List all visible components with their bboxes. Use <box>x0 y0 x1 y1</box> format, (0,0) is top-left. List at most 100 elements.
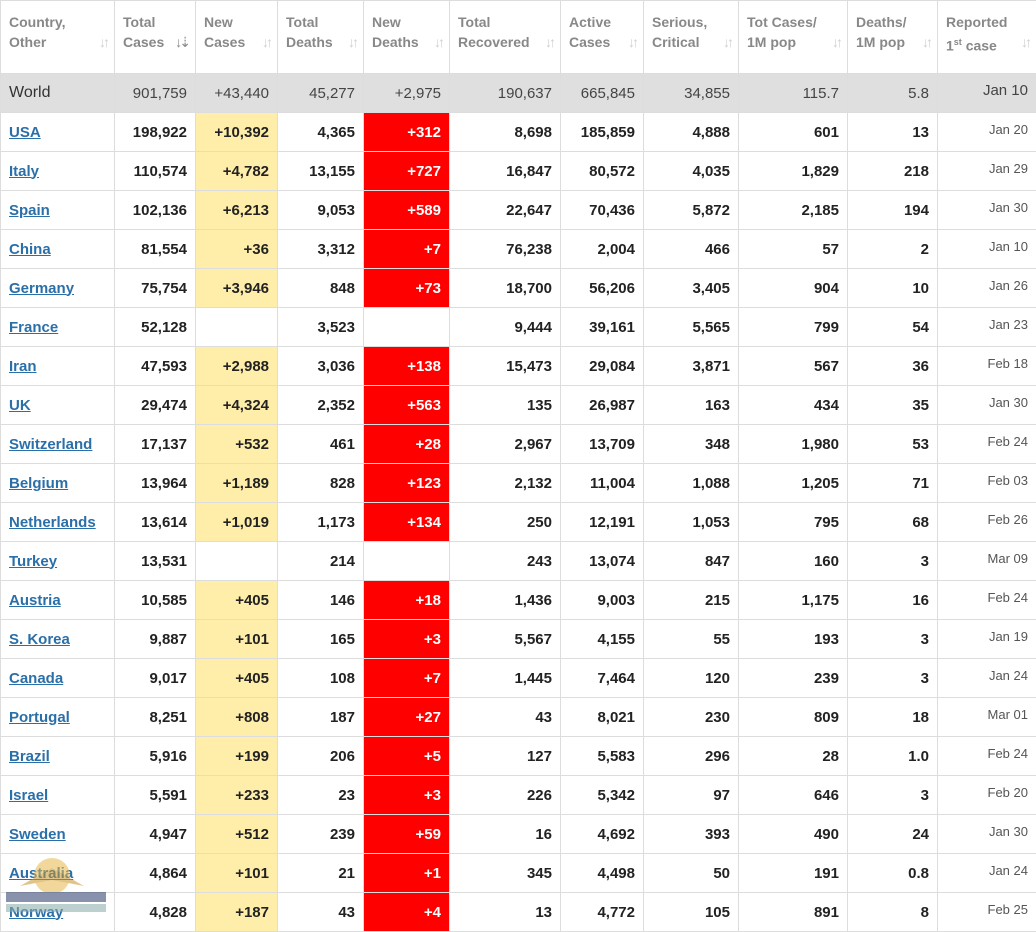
header-tot-cases-1m[interactable]: Tot Cases/ 1M pop↓↑ <box>739 1 848 74</box>
cell-serious-critical: 50 <box>644 854 739 893</box>
sort-arrows-icon[interactable]: ↓↑ <box>348 32 356 52</box>
country-link[interactable]: Israel <box>9 787 48 804</box>
header-reported-first[interactable]: Reported 1st case↓↑ <box>938 1 1036 74</box>
cell-new-cases: +532 <box>196 425 278 464</box>
country-link[interactable]: USA <box>9 124 41 141</box>
cell-serious-critical: 163 <box>644 386 739 425</box>
cell-country: Germany <box>1 269 115 308</box>
cell-total-cases: 198,922 <box>115 113 196 152</box>
country-link[interactable]: Australia <box>9 865 73 882</box>
country-link[interactable]: Brazil <box>9 748 50 765</box>
cell-new-deaths: +7 <box>364 659 450 698</box>
header-new-deaths[interactable]: New Deaths↓↑ <box>364 1 450 74</box>
cell-total-deaths: 108 <box>278 659 364 698</box>
cell-serious-critical: 120 <box>644 659 739 698</box>
cell-new-deaths: +2,975 <box>364 74 450 113</box>
sort-arrows-icon[interactable]: ↓↑ <box>1021 32 1029 52</box>
cell-total-deaths: 165 <box>278 620 364 659</box>
cell-country: Belgium <box>1 464 115 503</box>
cell-total-cases: 13,964 <box>115 464 196 503</box>
cell-reported-first: Jan 10 <box>938 74 1036 113</box>
sort-arrows-icon[interactable]: ↓⇣ <box>175 32 188 52</box>
cell-new-deaths: +59 <box>364 815 450 854</box>
sort-arrows-icon[interactable]: ↓↑ <box>99 32 107 52</box>
country-link[interactable]: Netherlands <box>9 514 96 531</box>
cell-tot-cases-1m: 57 <box>739 230 848 269</box>
country-link[interactable]: Switzerland <box>9 436 92 453</box>
header-serious-critical[interactable]: Serious, Critical↓↑ <box>644 1 739 74</box>
cell-new-cases: +101 <box>196 620 278 659</box>
cell-total-recovered: 1,445 <box>450 659 561 698</box>
country-link[interactable]: Portugal <box>9 709 70 726</box>
cell-new-deaths: +27 <box>364 698 450 737</box>
cell-tot-cases-1m: 115.7 <box>739 74 848 113</box>
country-link[interactable]: Canada <box>9 670 63 687</box>
cell-country: USA <box>1 113 115 152</box>
cell-country: Israel <box>1 776 115 815</box>
sort-arrows-icon[interactable]: ↓↑ <box>922 32 930 52</box>
country-link[interactable]: Iran <box>9 358 37 375</box>
cell-deaths-1m: 2 <box>848 230 938 269</box>
cell-active-cases: 11,004 <box>561 464 644 503</box>
header-deaths-1m[interactable]: Deaths/ 1M pop↓↑ <box>848 1 938 74</box>
header-total-deaths[interactable]: Total Deaths↓↑ <box>278 1 364 74</box>
cell-total-deaths: 146 <box>278 581 364 620</box>
cell-total-cases: 5,916 <box>115 737 196 776</box>
cell-reported-first: Jan 30 <box>938 386 1036 425</box>
country-link[interactable]: S. Korea <box>9 631 70 648</box>
cell-reported-first: Jan 23 <box>938 308 1036 347</box>
cell-total-cases: 8,251 <box>115 698 196 737</box>
header-total-recovered[interactable]: Total Recovered↓↑ <box>450 1 561 74</box>
country-link[interactable]: Germany <box>9 280 74 297</box>
country-link[interactable]: Turkey <box>9 553 57 570</box>
country-link[interactable]: Italy <box>9 163 39 180</box>
sort-arrows-icon[interactable]: ↓↑ <box>723 32 731 52</box>
cell-serious-critical: 34,855 <box>644 74 739 113</box>
cell-new-deaths: +28 <box>364 425 450 464</box>
cell-total-cases: 4,947 <box>115 815 196 854</box>
cell-deaths-1m: 3 <box>848 659 938 698</box>
cell-deaths-1m: 194 <box>848 191 938 230</box>
country-link[interactable]: Sweden <box>9 826 66 843</box>
cell-country: S. Korea <box>1 620 115 659</box>
cell-total-cases: 4,828 <box>115 893 196 932</box>
country-link[interactable]: UK <box>9 397 31 414</box>
cell-total-deaths: 3,523 <box>278 308 364 347</box>
cell-total-recovered: 190,637 <box>450 74 561 113</box>
country-link[interactable]: China <box>9 241 51 258</box>
cell-country: Australia <box>1 854 115 893</box>
cell-active-cases: 13,709 <box>561 425 644 464</box>
cell-deaths-1m: 3 <box>848 620 938 659</box>
header-active-cases[interactable]: Active Cases↓↑ <box>561 1 644 74</box>
header-total-cases[interactable]: Total Cases↓⇣ <box>115 1 196 74</box>
cell-total-deaths: 13,155 <box>278 152 364 191</box>
cell-tot-cases-1m: 1,205 <box>739 464 848 503</box>
cell-active-cases: 26,987 <box>561 386 644 425</box>
cell-reported-first: Feb 18 <box>938 347 1036 386</box>
cell-new-cases: +6,213 <box>196 191 278 230</box>
cell-new-cases: +101 <box>196 854 278 893</box>
header-label: Total Deaths <box>286 12 355 52</box>
cell-total-deaths: 21 <box>278 854 364 893</box>
header-country[interactable]: Country, Other↓↑ <box>1 1 115 74</box>
cell-reported-first: Jan 30 <box>938 191 1036 230</box>
header-label: Country, Other <box>9 12 106 52</box>
sort-arrows-icon[interactable]: ↓↑ <box>545 32 553 52</box>
country-link[interactable]: Belgium <box>9 475 68 492</box>
country-link[interactable]: Spain <box>9 202 50 219</box>
cell-deaths-1m: 71 <box>848 464 938 503</box>
cell-new-deaths: +727 <box>364 152 450 191</box>
country-link[interactable]: Austria <box>9 592 61 609</box>
sort-arrows-icon[interactable]: ↓↑ <box>262 32 270 52</box>
header-label: Serious, Critical <box>652 12 730 52</box>
sort-arrows-icon[interactable]: ↓↑ <box>832 32 840 52</box>
header-new-cases[interactable]: New Cases↓↑ <box>196 1 278 74</box>
country-link[interactable]: France <box>9 319 58 336</box>
cell-total-deaths: 43 <box>278 893 364 932</box>
cell-total-recovered: 243 <box>450 542 561 581</box>
sort-arrows-icon[interactable]: ↓↑ <box>628 32 636 52</box>
sort-arrows-icon[interactable]: ↓↑ <box>434 32 442 52</box>
